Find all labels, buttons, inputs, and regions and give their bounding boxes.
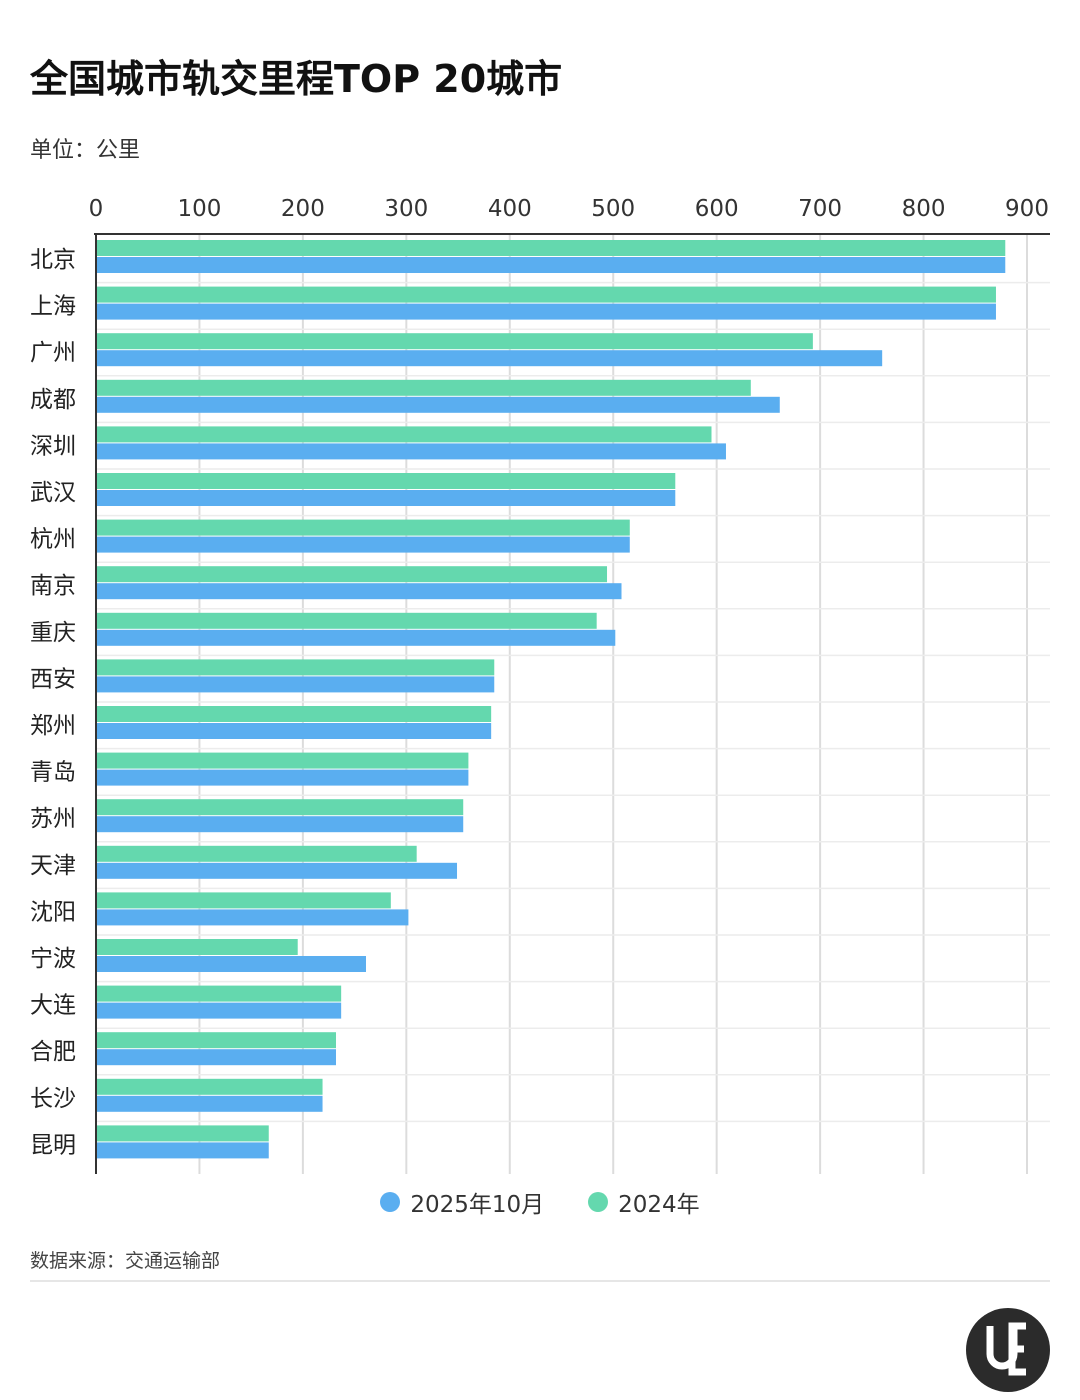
legend-label-2025: 2025年10月 (410, 1192, 545, 1218)
bar-2025 (96, 583, 622, 600)
legend-swatch-2025 (380, 1192, 401, 1212)
bar-2025 (96, 956, 366, 972)
bar-2024 (96, 939, 298, 955)
chart-title: 全国城市轨交里程TOP 20城市 (30, 57, 563, 101)
bar-2024 (96, 566, 608, 583)
category-label: 杭州 (30, 527, 76, 553)
category-label: 合肥 (30, 1039, 76, 1065)
legend: 2025年10月 2024年 (0, 1185, 1080, 1219)
x-tick-label: 600 (695, 196, 739, 222)
bar-2025 (96, 1002, 342, 1019)
category-label: 昆明 (30, 1132, 76, 1158)
bar-2025 (96, 723, 492, 739)
category-label: 苏州 (30, 806, 76, 832)
category-label: 武汉 (30, 480, 76, 506)
category-label: 上海 (30, 294, 76, 320)
bar-2025 (96, 629, 616, 646)
legend-swatch-2024 (588, 1192, 609, 1212)
bar-2024 (96, 1078, 323, 1095)
bar-2025 (96, 769, 469, 786)
bar-2024 (96, 519, 630, 536)
bar-2024 (96, 286, 996, 303)
bar-2025 (96, 303, 996, 320)
x-tick-label: 500 (591, 196, 635, 222)
bar-2025 (96, 862, 458, 879)
logo-mark-icon (986, 1322, 1026, 1376)
bar-2025 (96, 350, 883, 367)
bar-2025 (96, 536, 630, 553)
x-tick-label: 100 (177, 196, 221, 222)
bar-2025 (96, 443, 726, 460)
category-label: 西安 (30, 666, 76, 692)
bar-2024 (96, 985, 342, 1002)
bar-chart: 0 100 200 300 400 500 600 700 800 900 北京上海广州成都深圳武… (30, 196, 1050, 1174)
bar-2025 (96, 909, 409, 926)
brand-logo (966, 1308, 1050, 1392)
bar-2024 (96, 799, 464, 816)
x-tick-label: 700 (798, 196, 842, 222)
category-label: 沈阳 (30, 899, 76, 925)
bar-2025 (96, 1142, 269, 1159)
bar-2025 (96, 490, 676, 506)
category-label: 成都 (30, 387, 76, 413)
axis-lines (94, 233, 1050, 1174)
category-label: 长沙 (30, 1086, 76, 1112)
x-tick-label: 900 (1005, 196, 1049, 222)
category-label: 青岛 (30, 760, 76, 786)
x-tick-label: 300 (384, 196, 428, 222)
bar-2025 (96, 396, 780, 413)
category-label: 郑州 (30, 713, 76, 739)
bar-2024 (96, 659, 495, 676)
x-tick-label: 800 (902, 196, 946, 222)
source-note: 数据来源：交通运输部 (30, 1250, 221, 1272)
bar-2024 (96, 892, 391, 909)
category-label: 重庆 (30, 620, 76, 646)
legend-item-2024: 2024年 (588, 1185, 700, 1219)
category-label: 北京 (30, 247, 76, 273)
bar-2024 (96, 612, 597, 629)
bar-2024 (96, 1125, 269, 1142)
x-tick-label: 0 (89, 196, 104, 222)
bar-2024 (96, 333, 813, 350)
bar-2024 (96, 240, 1006, 256)
bar-2025 (96, 257, 1006, 273)
bar-2025 (96, 676, 495, 693)
bar-2025 (96, 1095, 323, 1112)
x-axis-ticks: 0 100 200 300 400 500 600 700 800 900 (89, 196, 1049, 222)
category-label: 广州 (30, 340, 76, 366)
category-label: 深圳 (30, 433, 76, 459)
category-label: 大连 (30, 993, 76, 1019)
category-label: 南京 (30, 573, 76, 599)
bar-2024 (96, 706, 492, 722)
unit-label: 单位：公里 (30, 138, 141, 163)
bar-2024 (96, 426, 712, 443)
divider (30, 1280, 1050, 1282)
bar-2025 (96, 816, 464, 833)
category-label: 宁波 (30, 946, 76, 972)
legend-item-2025: 2025年10月 (380, 1185, 544, 1219)
category-label: 天津 (30, 853, 76, 879)
bar-2024 (96, 379, 751, 396)
x-tick-label: 200 (281, 196, 325, 222)
bar-2024 (96, 1032, 336, 1049)
bar-2024 (96, 752, 469, 769)
x-tick-label: 400 (488, 196, 532, 222)
legend-label-2024: 2024年 (618, 1192, 700, 1218)
bars (96, 240, 1006, 1159)
bar-2024 (96, 473, 676, 489)
bar-2025 (96, 1049, 336, 1066)
bar-2024 (96, 845, 417, 862)
